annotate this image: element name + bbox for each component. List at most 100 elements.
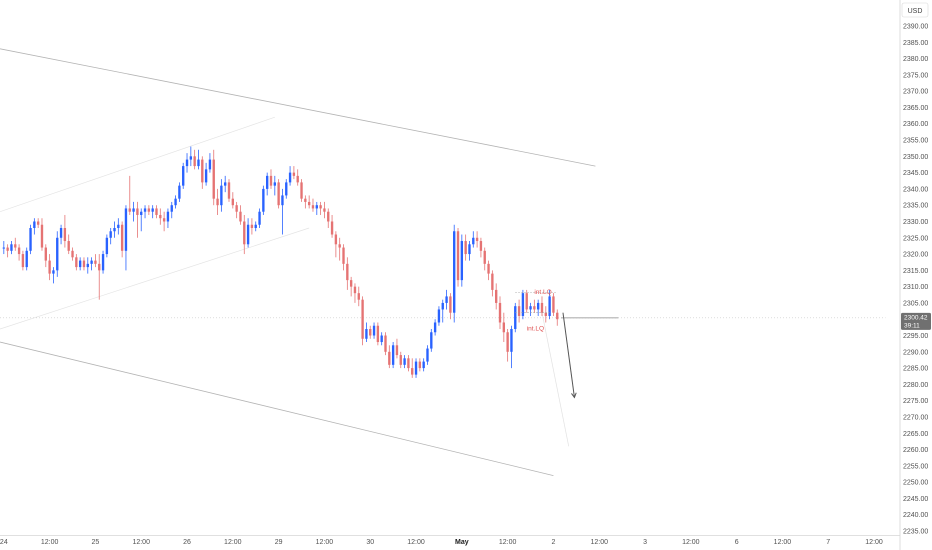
candle-down (17, 247, 21, 255)
price-tick-label: 2265.00 (903, 431, 928, 438)
candle-down (21, 254, 25, 268)
candle-down (349, 280, 353, 287)
price-tick-label: 2380.00 (903, 56, 928, 63)
candle-down (464, 241, 467, 255)
candle-down (376, 325, 380, 343)
candle-up (10, 244, 13, 251)
candle-down (193, 156, 196, 167)
candle-up (140, 211, 143, 215)
price-tick-label: 2275.00 (903, 398, 928, 405)
price-tick-label: 2290.00 (903, 349, 928, 356)
trend-line (0, 227, 310, 330)
candle-down (456, 231, 460, 281)
candle-down (63, 228, 67, 242)
candle-up (56, 237, 59, 271)
time-tick-label: May (455, 539, 469, 546)
price-tick-label: 2235.00 (903, 529, 928, 536)
candle-down (6, 247, 9, 251)
price-tick-label: 2360.00 (903, 121, 928, 128)
candle-down (502, 322, 506, 333)
candle-down (342, 247, 345, 264)
candles-layer (2, 146, 559, 378)
candle-up (380, 335, 383, 343)
time-tick-label: 12:00 (407, 539, 425, 546)
candle-up (185, 159, 189, 167)
candle-up (143, 208, 147, 212)
candle-down (399, 355, 402, 365)
candle-down (498, 302, 502, 323)
price-tick-label: 2340.00 (903, 186, 928, 193)
candle-down (544, 312, 547, 316)
price-axis[interactable]: 2235.00 2240.00 2245.00 2250.00 2255.00 2260.… (903, 24, 928, 536)
candle-up (254, 224, 257, 228)
candle-down (517, 306, 521, 316)
candle-down (319, 205, 322, 209)
candle-up (208, 159, 212, 170)
candle-down (479, 241, 483, 251)
int-lq-label: int.LQ (527, 326, 544, 333)
candle-up (78, 260, 82, 268)
candle-down (231, 198, 235, 206)
candle-down (128, 208, 131, 212)
candle-down (300, 182, 303, 199)
time-axis[interactable]: 24 12:00 25 12:00 26 12:00 29 12:00 30 12:00 May 12… (0, 539, 883, 546)
candle-down (483, 250, 486, 264)
candle-up (536, 302, 540, 310)
price-tick-label: 2365.00 (903, 105, 928, 112)
candle-up (414, 361, 418, 375)
candle-up (521, 293, 525, 316)
time-tick-label: 26 (183, 539, 191, 546)
candle-up (182, 166, 185, 186)
price-tick-label: 2315.00 (903, 268, 928, 275)
currency-selector[interactable]: USD (901, 2, 929, 18)
time-tick-label: 12:00 (590, 539, 608, 546)
candle-down (212, 159, 215, 199)
price-tick-label: 2325.00 (903, 235, 928, 242)
candle-up (90, 260, 93, 264)
annotations-layer: int.LQ int.LQ (515, 289, 577, 399)
candle-down (162, 218, 166, 222)
candle-down (277, 182, 280, 206)
candle-down (361, 299, 364, 339)
candle-up (220, 185, 223, 206)
candle-down (304, 198, 307, 202)
candle-down (491, 273, 494, 290)
candle-down (395, 345, 399, 356)
candle-down (296, 175, 299, 183)
candle-down (82, 260, 86, 268)
candle-up (437, 309, 441, 323)
candle-up (514, 306, 517, 329)
candle-up (472, 237, 475, 245)
candle-up (433, 322, 437, 333)
candle-up (109, 231, 112, 238)
candle-up (105, 237, 109, 255)
candle-up (113, 228, 116, 232)
projection-arrow-head (571, 392, 577, 399)
candle-up (258, 211, 261, 225)
candle-down (418, 361, 422, 369)
int-lq-label: int.LQ (534, 289, 551, 296)
candle-down (475, 237, 479, 242)
candle-down (334, 234, 338, 245)
candle-up (548, 296, 551, 316)
candle-up (460, 241, 464, 281)
time-tick-label: 25 (92, 539, 100, 546)
candle-up (86, 263, 89, 268)
candle-down (525, 293, 528, 310)
candle-down (506, 332, 509, 352)
candle-down (384, 335, 387, 352)
candle-down (14, 244, 17, 248)
candle-up (224, 182, 227, 186)
candle-up (445, 296, 448, 303)
candle-up (265, 175, 269, 189)
candle-down (323, 208, 326, 212)
time-tick-label: 29 (275, 539, 283, 546)
time-tick-label: 2 (551, 539, 555, 546)
candle-down (540, 302, 544, 313)
price-tick-label: 2305.00 (903, 300, 928, 307)
candle-up (510, 329, 513, 352)
candle-down (147, 208, 151, 212)
candle-down (120, 224, 124, 251)
